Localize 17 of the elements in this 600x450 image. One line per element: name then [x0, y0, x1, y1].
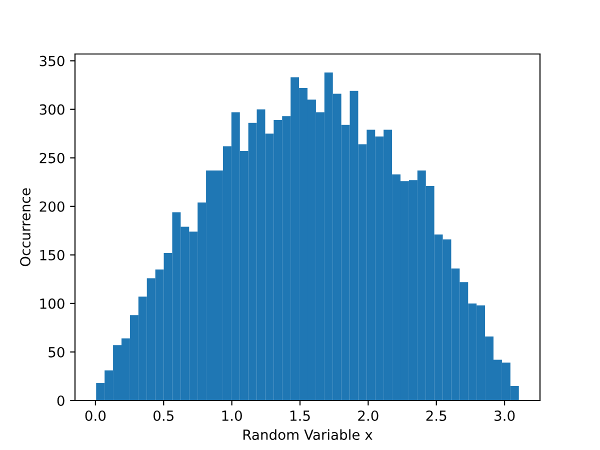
x-tick-label: 3.0 [494, 410, 515, 421]
y-tick-label: 150 [40, 250, 64, 260]
y-tick-label: 200 [40, 201, 64, 212]
x-tick-label: 1.5 [290, 410, 310, 421]
y-tick-label: 250 [40, 152, 64, 164]
y-tick-label: 50 [48, 346, 64, 358]
x-tick-label: 2.0 [358, 410, 378, 421]
y-tick-label: 300 [40, 104, 64, 115]
x-tick-label: 2.5 [426, 410, 446, 421]
x-axis-title: Random Variable x [243, 429, 372, 440]
y-tick-label: 100 [40, 298, 64, 309]
y-tick-label: 0 [57, 395, 64, 406]
y-tick-label: 350 [40, 56, 64, 66]
y-axis-title: Occurrence [20, 188, 31, 266]
x-tick-label: 0.5 [154, 410, 174, 421]
x-tick-label: 0.0 [85, 410, 106, 421]
x-tick-label: 1.0 [222, 410, 242, 421]
